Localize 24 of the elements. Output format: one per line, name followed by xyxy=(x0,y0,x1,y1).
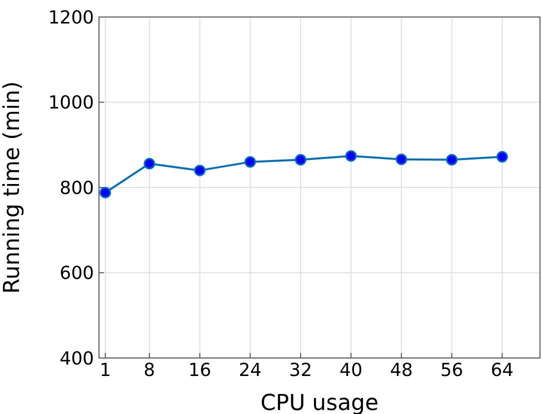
point xyxy=(244,156,256,168)
y-tick-label: 400 xyxy=(60,348,94,370)
point xyxy=(100,186,112,198)
x-tick-label: 48 xyxy=(390,360,413,381)
y-tick-label: 800 xyxy=(60,178,94,199)
point xyxy=(144,158,156,170)
x-tick-label: 8 xyxy=(144,360,156,381)
x-tick-label: 40 xyxy=(340,360,362,381)
y-axis-title: Running time (min) xyxy=(0,81,25,294)
point xyxy=(446,154,458,166)
point xyxy=(396,154,408,166)
x-tick-label: 1 xyxy=(100,360,112,381)
x-tick-label: 16 xyxy=(188,360,212,381)
x-tick-label: 64 xyxy=(490,360,514,381)
point xyxy=(194,164,206,176)
x-tick-label: 32 xyxy=(289,360,312,381)
x-tick-label: 56 xyxy=(440,360,464,381)
y-tick-label: 1200 xyxy=(48,7,94,28)
point xyxy=(496,151,508,163)
x-tick-label: 24 xyxy=(238,360,262,381)
y-tick-label: 600 xyxy=(60,263,94,284)
y-tick-label: 1000 xyxy=(48,92,94,114)
point xyxy=(294,154,306,166)
point xyxy=(345,150,357,162)
